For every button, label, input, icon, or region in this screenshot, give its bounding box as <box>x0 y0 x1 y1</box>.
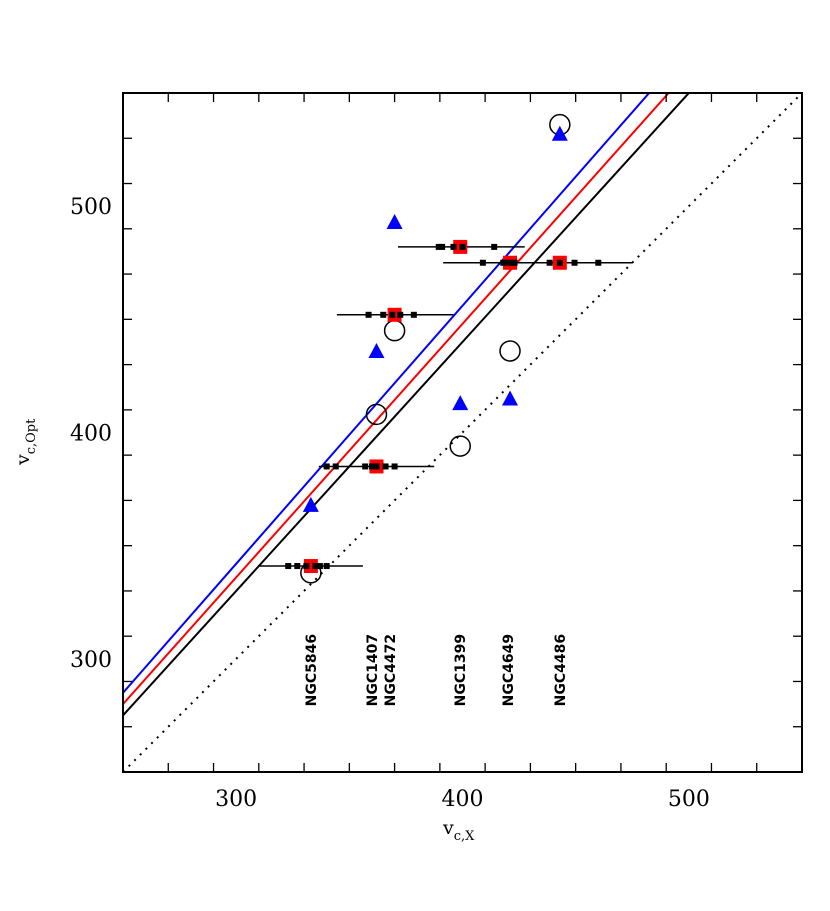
triangle-point <box>368 343 385 359</box>
axis-ticks: 300 400 500 300 400 500 <box>70 92 803 812</box>
square-point <box>303 559 318 574</box>
data-points <box>258 113 633 584</box>
y-axis-label: vc,Opt <box>12 418 39 466</box>
plot-frame <box>122 92 803 773</box>
error-marker <box>397 311 404 318</box>
error-marker <box>459 243 466 250</box>
error-marker <box>365 311 372 318</box>
circle-point <box>499 340 521 362</box>
fit-line <box>123 93 691 717</box>
galaxy-labels: NGC5846 NGC1407 NGC4472 NGC1399 NGC4649 NGC44… <box>304 634 569 706</box>
triangle-point <box>551 125 568 141</box>
error-marker <box>410 311 417 318</box>
error-marker <box>450 243 457 250</box>
error-marker <box>368 463 375 470</box>
x-tick-label: 500 <box>668 787 710 812</box>
error-marker <box>391 463 398 470</box>
error-marker <box>380 311 387 318</box>
galaxy-label: NGC1399 <box>453 634 469 706</box>
error-marker <box>294 563 301 570</box>
one-to-one-line <box>123 93 802 772</box>
error-marker <box>571 259 578 266</box>
error-marker <box>556 259 563 266</box>
error-marker <box>312 563 319 570</box>
error-marker <box>491 243 498 250</box>
triangle-point <box>302 496 319 512</box>
circle-point <box>449 435 471 457</box>
galaxy-label: NGC4486 <box>553 634 569 706</box>
error-marker <box>362 463 369 470</box>
triangle-point <box>502 390 519 406</box>
error-marker <box>389 311 396 318</box>
triangle-point <box>386 214 403 230</box>
galaxy-label: NGC5846 <box>304 634 320 706</box>
error-marker <box>382 463 389 470</box>
error-marker <box>323 563 330 570</box>
x-axis-label: vc,X <box>442 817 475 844</box>
error-marker <box>303 563 310 570</box>
error-marker <box>546 259 553 266</box>
x-tick-label: 300 <box>215 787 257 812</box>
circle-point <box>365 403 388 426</box>
error-marker <box>285 563 292 570</box>
error-marker <box>439 243 446 250</box>
fit-line <box>123 93 670 705</box>
x-tick-label: 400 <box>442 787 484 812</box>
fit-line <box>123 93 651 694</box>
triangle-point <box>452 395 469 411</box>
y-tick-label: 500 <box>70 195 112 220</box>
error-marker <box>316 563 323 570</box>
circle-point <box>383 319 406 342</box>
error-marker <box>595 259 602 266</box>
error-marker <box>332 463 339 470</box>
error-marker <box>373 463 380 470</box>
y-tick-label: 400 <box>70 422 112 447</box>
error-marker <box>435 243 442 250</box>
y-tick-label: 300 <box>70 648 112 673</box>
error-marker <box>323 463 330 470</box>
galaxy-label: NGC4649 <box>501 634 517 706</box>
galaxy-label: NGC1407 <box>365 634 381 706</box>
galaxy-label: NGC4472 <box>383 634 399 706</box>
